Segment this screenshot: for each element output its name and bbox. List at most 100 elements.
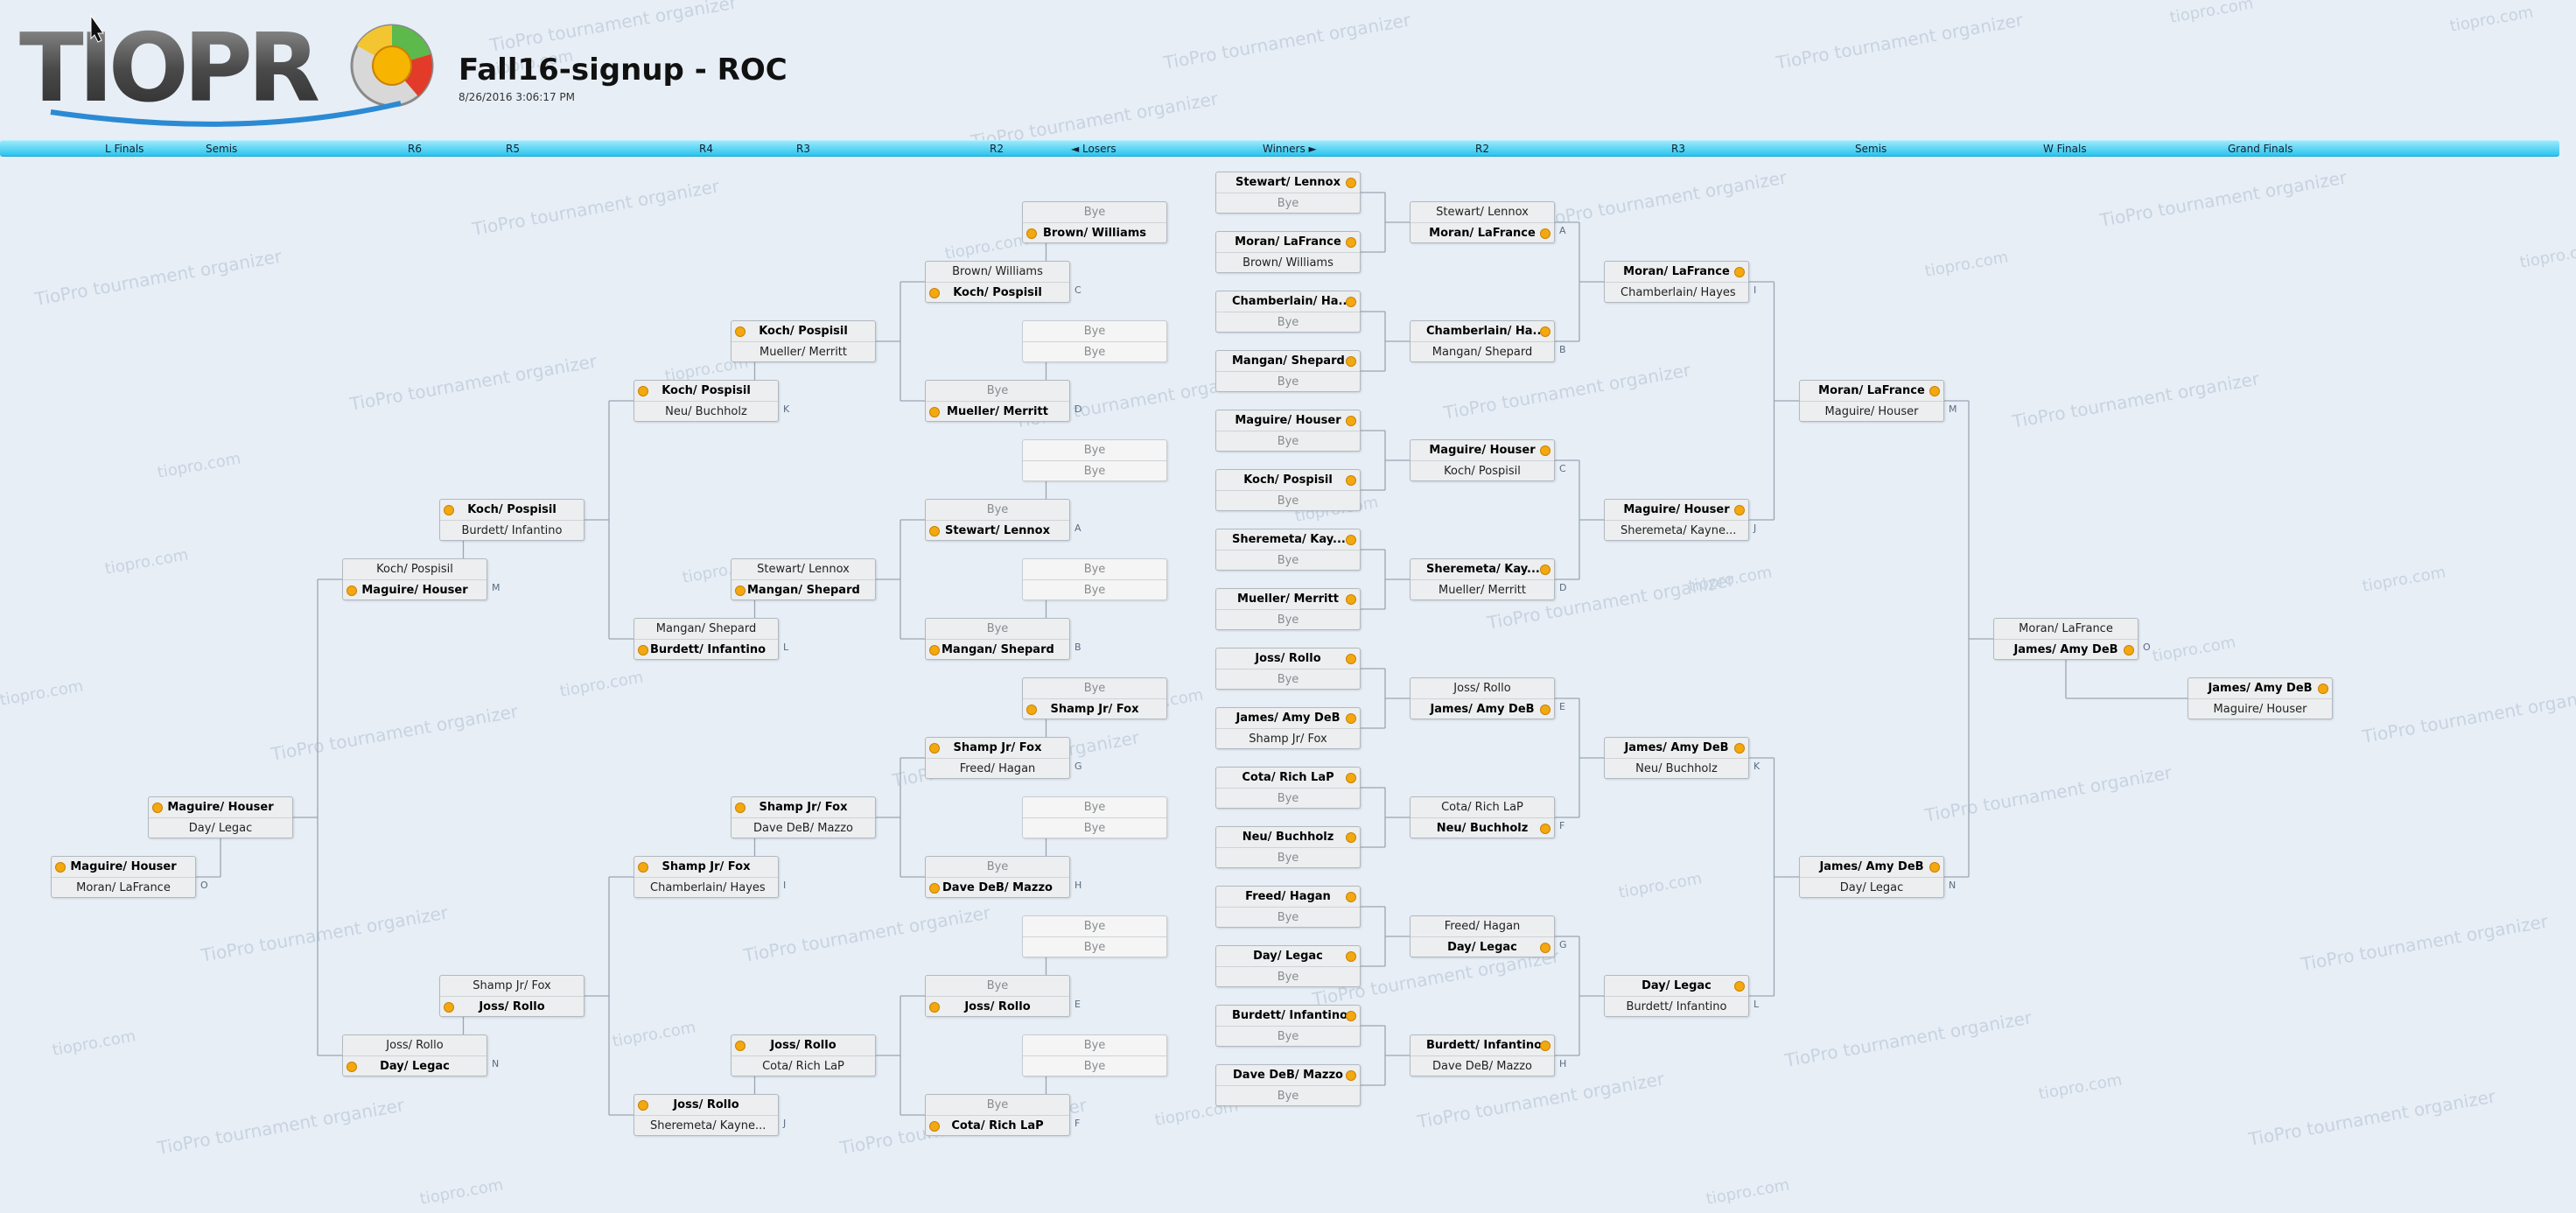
- team-entry[interactable]: Chamberlain/ Hayes: [1605, 282, 1748, 302]
- match-slot[interactable]: Dave DeB/ Mazzo Bye: [1215, 1064, 1361, 1106]
- match-slot[interactable]: Cota/ Rich LaP Bye: [1215, 767, 1361, 809]
- team-entry[interactable]: Neu/ Buchholz: [1605, 758, 1748, 778]
- team-entry[interactable]: Joss/ Rollo: [634, 1095, 778, 1115]
- team-entry[interactable]: Sheremeta/ Kayne...: [1605, 520, 1748, 540]
- team-entry[interactable]: Maguire/ Houser: [149, 797, 292, 817]
- team-entry[interactable]: Maguire/ Houser: [1410, 440, 1554, 460]
- team-entry[interactable]: Burdett/ Infantino: [1605, 996, 1748, 1016]
- team-entry[interactable]: Joss/ Rollo: [440, 996, 584, 1016]
- team-entry[interactable]: Bye: [1023, 559, 1166, 579]
- team-entry[interactable]: James/ Amy DeB: [1994, 639, 2138, 659]
- team-entry[interactable]: Stewart/ Lennox: [926, 520, 1069, 540]
- match-slot[interactable]: Joss/ Rollo James/ Amy DeB E: [1410, 677, 1565, 719]
- team-entry[interactable]: Koch/ Pospisil: [634, 381, 778, 401]
- team-entry[interactable]: Mangan/ Shepard: [1410, 341, 1554, 361]
- match-slot[interactable]: James/ Amy DeB Neu/ Buchholz K: [1604, 737, 1760, 779]
- team-entry[interactable]: James/ Amy DeB: [1800, 857, 1943, 877]
- team-entry[interactable]: Stewart/ Lennox: [1216, 172, 1360, 193]
- round-label[interactable]: R2: [1475, 143, 1489, 155]
- team-entry[interactable]: Bye: [1216, 490, 1360, 510]
- match-slot[interactable]: Shamp Jr/ Fox Freed/ Hagan G: [925, 737, 1082, 779]
- round-label[interactable]: R4: [699, 143, 713, 155]
- team-entry[interactable]: Cota/ Rich LaP: [1216, 768, 1360, 788]
- round-label[interactable]: R6: [408, 143, 422, 155]
- team-entry[interactable]: Shamp Jr/ Fox: [1023, 698, 1166, 719]
- team-entry[interactable]: Burdett/ Infantino: [1410, 1035, 1554, 1055]
- round-label[interactable]: L Finals: [105, 143, 144, 155]
- match-slot[interactable]: Joss/ Rollo Day/ Legac N: [342, 1034, 499, 1076]
- team-entry[interactable]: Neu/ Buchholz: [634, 401, 778, 421]
- team-entry[interactable]: Dave DeB/ Mazzo: [732, 817, 875, 838]
- match-slot[interactable]: Bye Bye: [1022, 558, 1167, 600]
- round-label[interactable]: ◄ Losers: [1071, 143, 1116, 155]
- team-entry[interactable]: James/ Amy DeB: [1605, 738, 1748, 758]
- team-entry[interactable]: Joss/ Rollo: [1216, 649, 1360, 669]
- match-slot[interactable]: Bye Brown/ Williams: [1022, 201, 1167, 243]
- match-slot[interactable]: Sheremeta/ Kay... Bye: [1215, 529, 1361, 571]
- round-label[interactable]: R5: [506, 143, 520, 155]
- match-slot[interactable]: Koch/ Pospisil Bye: [1215, 469, 1361, 511]
- team-entry[interactable]: James/ Amy DeB: [1410, 698, 1554, 719]
- team-entry[interactable]: Bye: [1216, 966, 1360, 986]
- team-entry[interactable]: Joss/ Rollo: [1410, 678, 1554, 698]
- round-label[interactable]: Grand Finals: [2228, 143, 2293, 155]
- team-entry[interactable]: Day/ Legac: [149, 817, 292, 838]
- match-slot[interactable]: Brown/ Williams Koch/ Pospisil C: [925, 261, 1082, 303]
- team-entry[interactable]: Bye: [1023, 440, 1166, 460]
- match-slot[interactable]: Mangan/ Shepard Burdett/ Infantino L: [634, 618, 788, 660]
- team-entry[interactable]: Moran/ LaFrance: [1994, 619, 2138, 639]
- team-entry[interactable]: Bye: [1216, 609, 1360, 629]
- team-entry[interactable]: Burdett/ Infantino: [634, 639, 778, 659]
- match-slot[interactable]: Bye Bye: [1022, 1034, 1167, 1076]
- team-entry[interactable]: Shamp Jr/ Fox: [634, 857, 778, 877]
- team-entry[interactable]: Bye: [1023, 579, 1166, 599]
- round-label[interactable]: W Finals: [2043, 143, 2087, 155]
- team-entry[interactable]: Bye: [926, 1095, 1069, 1115]
- team-entry[interactable]: Moran/ LaFrance: [1605, 262, 1748, 282]
- match-slot[interactable]: Bye Mueller/ Merritt D: [925, 380, 1082, 422]
- match-slot[interactable]: Joss/ Rollo Cota/ Rich LaP: [731, 1034, 876, 1076]
- match-slot[interactable]: Koch/ Pospisil Mueller/ Merritt: [731, 320, 876, 362]
- team-entry[interactable]: Day/ Legac: [1216, 946, 1360, 966]
- team-entry[interactable]: Day/ Legac: [1410, 936, 1554, 957]
- team-entry[interactable]: Koch/ Pospisil: [440, 500, 584, 520]
- team-entry[interactable]: Joss/ Rollo: [732, 1035, 875, 1055]
- match-slot[interactable]: Bye Bye: [1022, 796, 1167, 838]
- round-label[interactable]: Semis: [206, 143, 238, 155]
- match-slot[interactable]: Joss/ Rollo Sheremeta/ Kayne... J: [634, 1094, 786, 1136]
- team-entry[interactable]: Neu/ Buchholz: [1216, 827, 1360, 847]
- team-entry[interactable]: Bye: [1216, 669, 1360, 689]
- match-slot[interactable]: James/ Amy DeB Day/ Legac N: [1799, 856, 1956, 898]
- match-slot[interactable]: Koch/ Pospisil Burdett/ Infantino: [439, 499, 584, 541]
- team-entry[interactable]: Day/ Legac: [1800, 877, 1943, 897]
- team-entry[interactable]: Sheremeta/ Kay...: [1216, 529, 1360, 550]
- team-entry[interactable]: Brown/ Williams: [1023, 222, 1166, 242]
- team-entry[interactable]: Stewart/ Lennox: [1410, 202, 1554, 222]
- team-entry[interactable]: Moran/ LaFrance: [1216, 232, 1360, 252]
- team-entry[interactable]: Mangan/ Shepard: [732, 579, 875, 599]
- team-entry[interactable]: Bye: [1023, 678, 1166, 698]
- team-entry[interactable]: Freed/ Hagan: [926, 758, 1069, 778]
- team-entry[interactable]: Freed/ Hagan: [1410, 916, 1554, 936]
- match-slot[interactable]: Maguire/ Houser Koch/ Pospisil C: [1410, 439, 1566, 481]
- match-slot[interactable]: Moran/ LaFrance James/ Amy DeB O: [1993, 618, 2151, 660]
- team-entry[interactable]: Moran/ LaFrance: [52, 877, 195, 897]
- round-label[interactable]: R3: [796, 143, 810, 155]
- team-entry[interactable]: Koch/ Pospisil: [1216, 470, 1360, 490]
- round-label[interactable]: Semis: [1855, 143, 1887, 155]
- team-entry[interactable]: Shamp Jr/ Fox: [732, 797, 875, 817]
- team-entry[interactable]: Bye: [1023, 460, 1166, 480]
- match-slot[interactable]: Mangan/ Shepard Bye: [1215, 350, 1361, 392]
- match-slot[interactable]: Chamberlain/ Ha... Bye: [1215, 291, 1361, 333]
- team-entry[interactable]: Maguire/ Houser: [1216, 410, 1360, 431]
- team-entry[interactable]: Maguire/ Houser: [1800, 401, 1943, 421]
- team-entry[interactable]: Day/ Legac: [343, 1055, 486, 1076]
- match-slot[interactable]: Bye Cota/ Rich LaP F: [925, 1094, 1080, 1136]
- team-entry[interactable]: Mueller/ Merritt: [1410, 579, 1554, 599]
- team-entry[interactable]: Mangan/ Shepard: [926, 639, 1069, 659]
- match-slot[interactable]: Stewart/ Lennox Bye: [1215, 172, 1361, 214]
- team-entry[interactable]: Bye: [1023, 202, 1166, 222]
- team-entry[interactable]: Cota/ Rich LaP: [926, 1115, 1069, 1135]
- team-entry[interactable]: Burdett/ Infantino: [1216, 1006, 1360, 1026]
- team-entry[interactable]: Chamberlain/ Ha...: [1410, 321, 1554, 341]
